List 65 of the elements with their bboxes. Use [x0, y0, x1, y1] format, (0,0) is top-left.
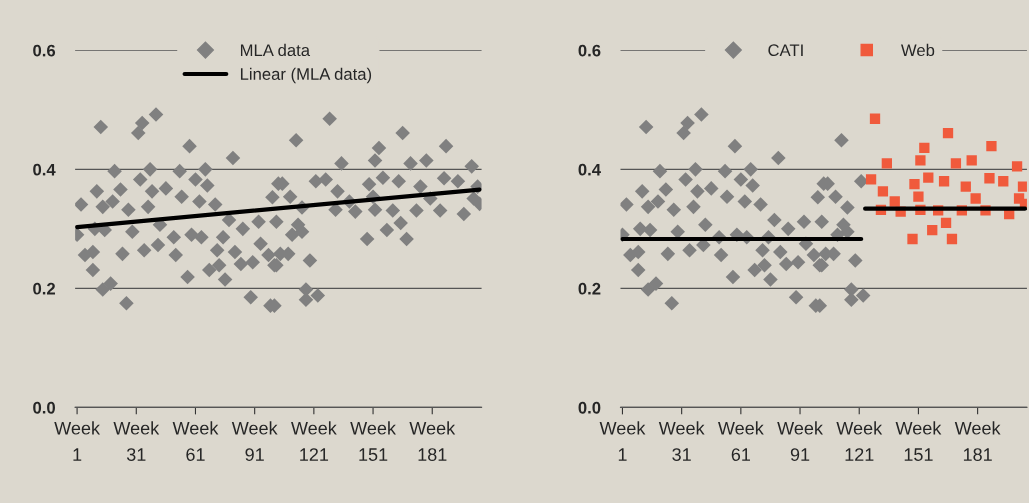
legend-label: Web: [901, 43, 935, 57]
point: [907, 233, 918, 245]
x-tick-label: 61: [731, 448, 751, 461]
point: [940, 217, 952, 229]
point: [942, 127, 954, 139]
y-tick-label: 0.0: [33, 401, 55, 414]
x-tick-label: 1: [73, 448, 82, 461]
point: [923, 172, 934, 183]
point: [946, 233, 958, 245]
point: [1017, 181, 1027, 192]
text: Week: [350, 421, 396, 435]
point: [913, 191, 924, 202]
point: [919, 142, 930, 154]
x-tick-label: 121: [300, 448, 329, 461]
x-tick-label: 91: [790, 448, 810, 461]
x-tick-label: 151: [359, 448, 388, 461]
text: Week: [231, 421, 278, 435]
x-tick-label: 181: [963, 448, 992, 461]
x-axis-title: Week: [599, 421, 646, 435]
text: Week: [291, 421, 337, 435]
point: [998, 176, 1009, 187]
y-tick-label: 0.2: [578, 282, 601, 295]
y-tick-label: 0.6: [33, 44, 56, 57]
text: Week: [658, 421, 705, 435]
text: Week: [954, 421, 1001, 435]
x-tick-label: 151: [904, 448, 933, 461]
text: Week: [409, 421, 456, 435]
y-tick-label: 0.2: [33, 282, 56, 295]
text: Week: [895, 421, 942, 435]
legend-label: MLA data: [240, 43, 311, 57]
point: [889, 196, 900, 207]
point: [970, 193, 981, 204]
text: Week: [172, 421, 219, 435]
text: Week: [718, 421, 764, 435]
point: [881, 158, 892, 169]
point: [966, 155, 977, 166]
x-tick-label: 1: [618, 448, 627, 461]
x-tick-label: 61: [186, 448, 205, 461]
point: [938, 176, 950, 187]
point: [950, 158, 962, 169]
point: [927, 224, 938, 236]
point: [909, 179, 920, 190]
text: Week: [836, 421, 883, 435]
x-tick-label: 91: [245, 448, 264, 461]
y-tick-label: 0.4: [578, 163, 601, 176]
point: [865, 174, 877, 185]
point: [984, 173, 995, 184]
y-tick-label: 0.0: [578, 401, 601, 414]
x-tick-label: 31: [126, 448, 146, 461]
x-tick-label: 181: [418, 448, 447, 461]
legend-label: CATI: [768, 44, 803, 57]
point: [877, 186, 889, 197]
text: Week: [113, 421, 160, 435]
point: [986, 140, 997, 152]
point: [915, 155, 926, 166]
point: [1011, 161, 1023, 172]
x-tick-label: 121: [845, 448, 874, 461]
text: Week: [777, 421, 823, 435]
point: [869, 113, 881, 124]
point: [960, 181, 971, 192]
x-axis-title: Week: [54, 421, 101, 435]
x-tick-label: 31: [672, 448, 691, 461]
legend-label: Linear (MLA data): [240, 67, 372, 84]
y-tick-label: 0.6: [578, 44, 601, 57]
y-tick-label: 0.4: [33, 163, 56, 176]
